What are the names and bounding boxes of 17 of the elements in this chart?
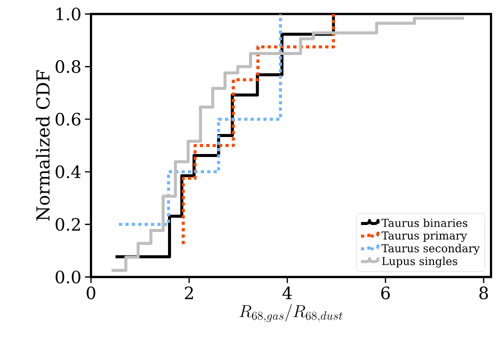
legend-label: Lupus singles [382,256,458,268]
y-tick-label: 0.4 [56,165,81,178]
y-axis-title: Normalized CDF [36,70,50,221]
legend-label: Taurus primary [382,231,468,242]
x-tick-label: 8 [479,286,488,300]
x-tick-label: 6 [381,286,390,300]
x-tick-label: 4 [282,286,292,300]
y-tick-label: 0.2 [56,218,80,231]
x-axis-title: $R_{68,gas}/R_{68,dust}$ [239,304,342,322]
y-tick-label: 0.6 [56,112,80,126]
y-tick-label: 1.0 [56,8,80,20]
legend-label: Taurus secondary [382,244,480,255]
y-tick-label: 0.8 [56,60,80,73]
x-tick-label: 2 [184,286,193,300]
y-tick-label: 0.0 [56,270,80,284]
x-tick-label: 0 [86,286,96,300]
legend-label: Taurus binaries [382,218,468,228]
